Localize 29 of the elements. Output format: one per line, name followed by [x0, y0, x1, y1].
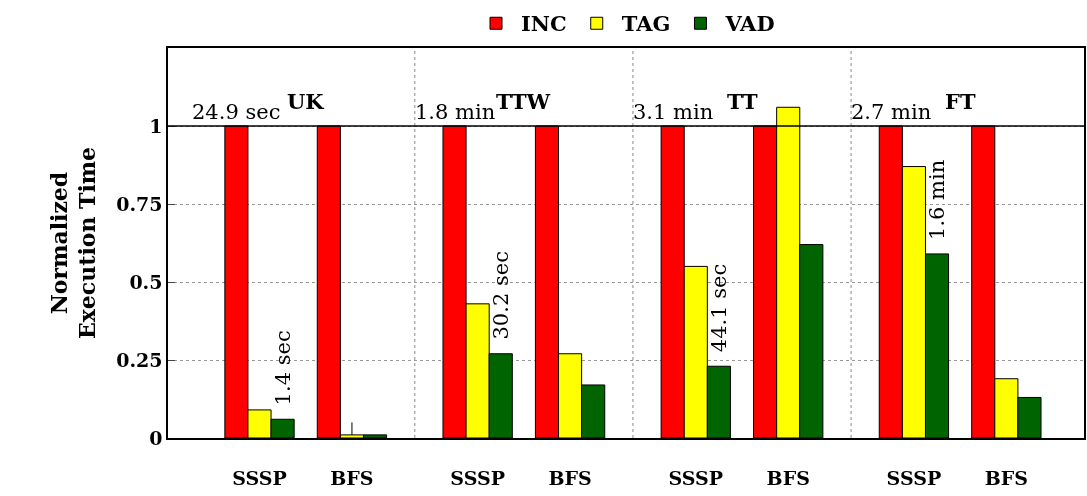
annotation: 30.2 sec	[488, 251, 513, 340]
x-tick-label: SSSP	[886, 466, 942, 489]
annotation: 1.4 sec	[270, 330, 295, 406]
annotation: 1.8 min	[415, 100, 496, 124]
x-tick-label: SSSP	[450, 466, 505, 489]
x-tick-label: BFS	[766, 466, 810, 489]
x-tick-label: BFS	[984, 466, 1028, 489]
legend-label: VAD	[724, 11, 775, 37]
y-axis-title: Normalized Execution Time	[45, 146, 101, 340]
y-tick-label: 1	[149, 114, 163, 137]
annotation: 1.6 min	[925, 159, 950, 240]
y-tick-label: 0.75	[116, 192, 163, 215]
x-tick-label: SSSP	[668, 466, 724, 489]
x-tick-label: SSSP	[232, 466, 287, 489]
annotation: TT	[727, 89, 758, 114]
annotation: FT	[945, 89, 976, 114]
annotation: UK	[287, 89, 325, 114]
y-tick-label: 0	[149, 426, 163, 449]
x-tick-label: BFS	[548, 466, 592, 489]
legend-label: INC	[521, 11, 567, 37]
annotation: 44.1 sec	[706, 263, 731, 353]
y-tick-label: 0.25	[116, 348, 163, 371]
x-tick-label: BFS	[330, 466, 374, 489]
annotation: 24.9 sec	[192, 100, 281, 124]
annotation: TTW	[496, 89, 551, 114]
legend-label: TAG	[621, 11, 671, 37]
y-tick-label: 0.5	[129, 270, 163, 293]
annotation: 3.1 min	[633, 100, 714, 124]
annotation: 2.7 min	[851, 100, 932, 124]
